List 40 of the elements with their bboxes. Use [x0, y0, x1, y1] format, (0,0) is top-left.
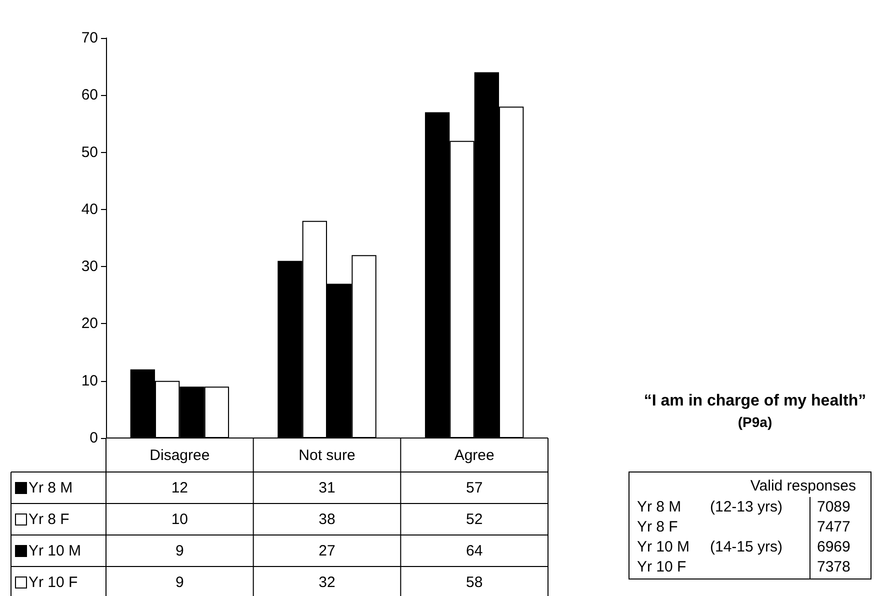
text: Yr 8 F — [637, 518, 678, 536]
legend-label: Yr 10 M — [28, 542, 82, 560]
data-label: 10 — [171, 510, 188, 528]
x-tick-label: Disagree — [150, 447, 210, 464]
text: (14-15 yrs) — [710, 538, 783, 556]
text: Valid responses — [750, 478, 856, 494]
text: 7089 — [817, 498, 850, 516]
y-tick-label: 30 — [81, 258, 98, 276]
y-tick-label: 0 — [90, 430, 98, 446]
y-tick-label: 20 — [81, 315, 98, 332]
legend-label: Yr 10 F — [28, 574, 78, 591]
data-label: 9 — [175, 574, 184, 591]
data-label: 31 — [318, 479, 336, 496]
text: 7477 — [817, 518, 850, 536]
data-label: 58 — [466, 574, 483, 591]
x-tick-label: Agree — [454, 447, 494, 464]
data-label: 38 — [318, 510, 336, 528]
text: 6969 — [817, 538, 850, 556]
text: “I am in charge of my health” — [644, 392, 866, 410]
legend-label: Yr 8 M — [28, 480, 73, 496]
y-tick-label: 10 — [81, 372, 98, 390]
data-label: 12 — [171, 479, 188, 496]
y-tick-label: 40 — [81, 200, 98, 218]
text: (P9a) — [738, 414, 772, 430]
data-label: 57 — [466, 479, 483, 496]
text: Yr 10 F — [637, 558, 686, 576]
y-tick-label: 60 — [81, 86, 98, 104]
x-tick-label: Not sure — [298, 447, 356, 464]
data-label: 64 — [466, 542, 483, 560]
y-tick-label: 70 — [81, 30, 98, 46]
text: Yr 10 M — [637, 538, 690, 556]
y-tick-label: 50 — [81, 144, 98, 161]
data-label: 52 — [466, 510, 483, 528]
text: 7378 — [817, 558, 850, 576]
text: (12-13 yrs) — [710, 498, 783, 516]
data-label: 27 — [318, 542, 336, 560]
data-label: 9 — [175, 542, 184, 560]
text: Yr 8 M — [637, 498, 682, 516]
legend-label: Yr 8 F — [28, 511, 70, 528]
data-label: 32 — [318, 574, 336, 591]
